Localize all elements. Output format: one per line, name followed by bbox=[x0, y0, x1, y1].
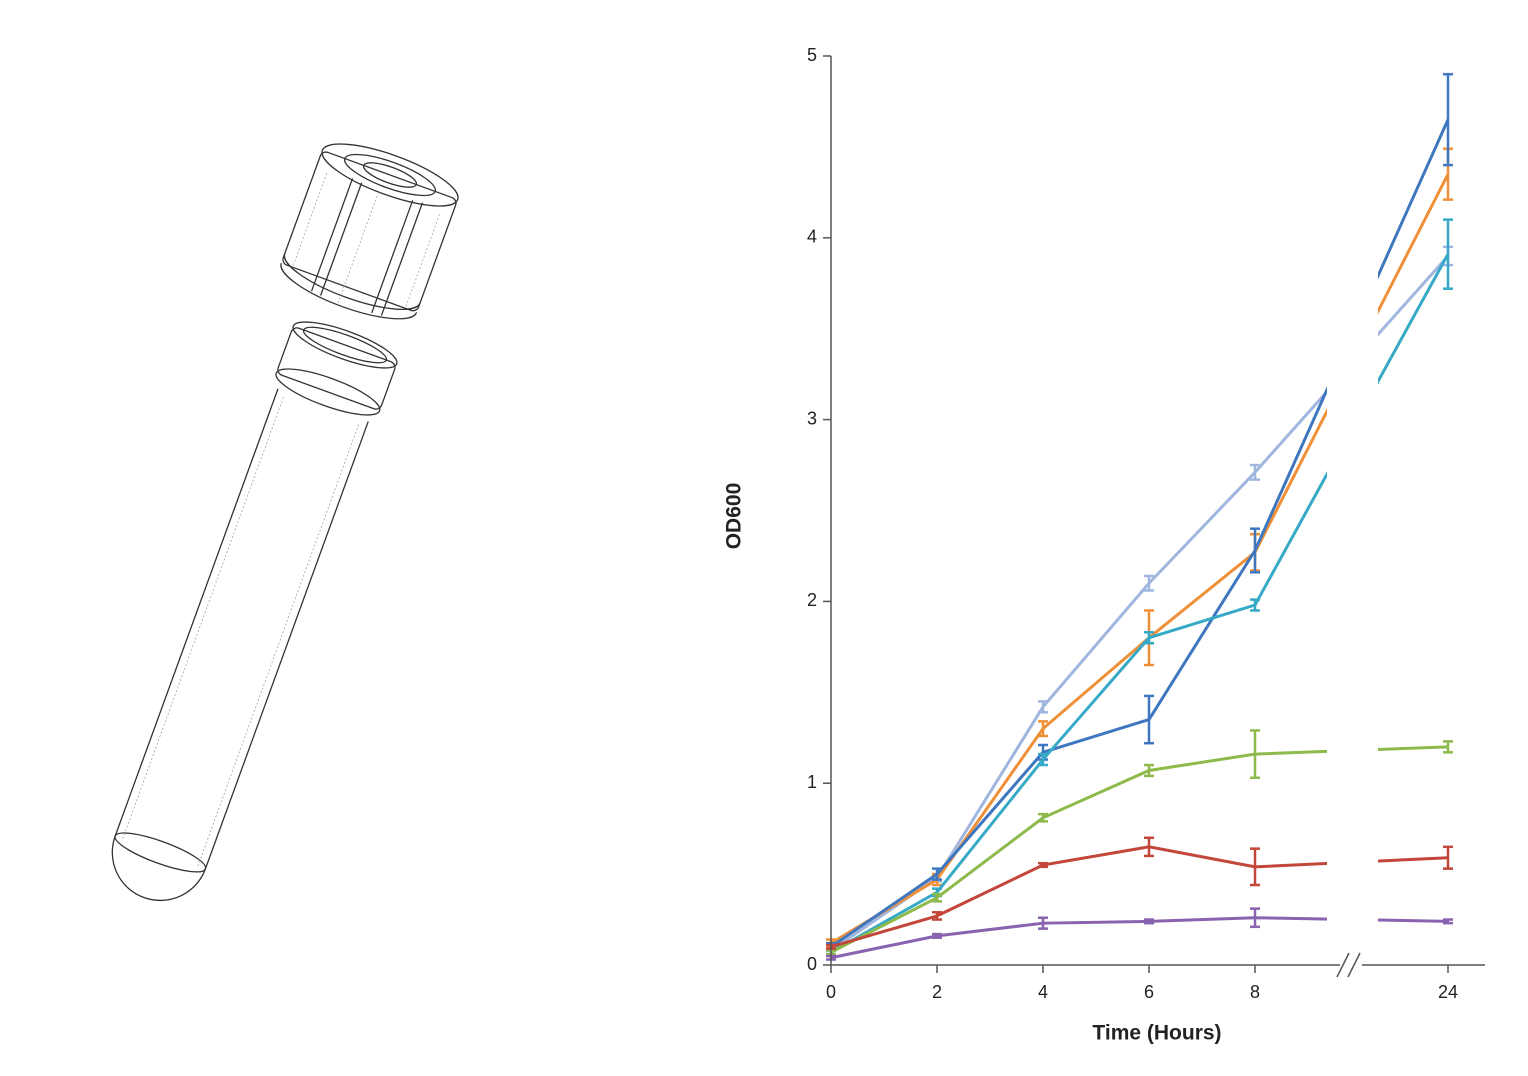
error-bar bbox=[1443, 218, 1453, 290]
y-tick-label: 3 bbox=[807, 408, 817, 428]
error-bar bbox=[1038, 720, 1048, 738]
error-bar bbox=[1250, 598, 1260, 612]
error-bar bbox=[1144, 574, 1154, 592]
series-line bbox=[830, 173, 1450, 945]
error-bar bbox=[1443, 845, 1453, 870]
series-line bbox=[830, 916, 1449, 960]
series-line bbox=[830, 745, 1449, 954]
error-bar bbox=[932, 867, 942, 881]
x-tick-label: 4 bbox=[1038, 982, 1048, 1002]
error-bar bbox=[1144, 918, 1154, 925]
x-tick-label: 8 bbox=[1250, 982, 1260, 1002]
error-bar bbox=[1443, 740, 1453, 754]
x-axis-title: Time (Hours) bbox=[1092, 1022, 1221, 1045]
error-bar bbox=[1144, 694, 1154, 745]
error-bar bbox=[1144, 631, 1154, 645]
axis-break-mark bbox=[1336, 952, 1361, 978]
error-bar bbox=[1250, 847, 1260, 887]
error-bar bbox=[1144, 836, 1154, 858]
error-bar bbox=[932, 911, 942, 921]
y-axis-title: OD600 bbox=[723, 483, 746, 550]
series-line bbox=[830, 253, 1450, 954]
y-tick-label: 5 bbox=[807, 45, 817, 65]
error-bar bbox=[1038, 700, 1048, 714]
y-tick-label: 0 bbox=[807, 954, 817, 974]
error-bar bbox=[932, 932, 942, 939]
error-bar bbox=[1443, 72, 1453, 167]
tube-illustration bbox=[111, 143, 459, 902]
error-bar bbox=[1250, 907, 1260, 929]
error-bar bbox=[1038, 812, 1048, 823]
error-bar bbox=[1443, 918, 1453, 925]
error-bar bbox=[1038, 752, 1048, 767]
y-tick-label: 2 bbox=[807, 590, 817, 610]
x-tick-label: 0 bbox=[826, 982, 836, 1002]
x-tick-label: 6 bbox=[1144, 982, 1154, 1002]
y-tick-label: 4 bbox=[807, 227, 817, 247]
error-bar bbox=[1038, 861, 1048, 869]
axis-break-mask bbox=[1327, 51, 1378, 960]
error-bar bbox=[1250, 527, 1260, 574]
x-tick-label: 24 bbox=[1438, 982, 1458, 1002]
series-line bbox=[830, 845, 1449, 949]
error-bar bbox=[1250, 729, 1260, 779]
series-line bbox=[830, 119, 1450, 949]
error-bar bbox=[1250, 463, 1260, 481]
x-tick-label: 2 bbox=[932, 982, 942, 1002]
y-tick-label: 1 bbox=[807, 772, 817, 792]
error-bar bbox=[1038, 916, 1048, 930]
error-bar bbox=[932, 892, 942, 903]
error-bar bbox=[1144, 763, 1154, 778]
